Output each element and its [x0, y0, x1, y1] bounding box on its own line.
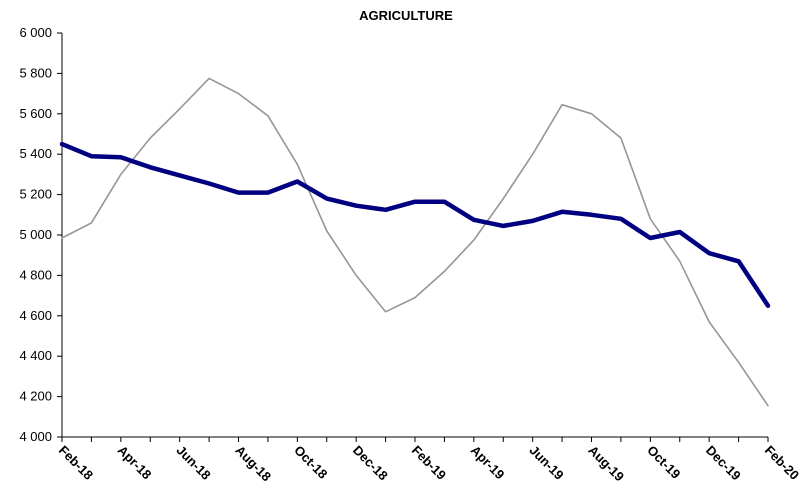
y-tick-label: 5 600: [19, 106, 52, 121]
x-tick-label: Jun-19: [527, 443, 567, 483]
y-axis-ticks: 4 000 4 200 4 400 4 600 4 800 5 000 5 200 5 400…: [19, 25, 62, 444]
x-tick-label: Apr-18: [115, 443, 155, 483]
x-tick-label: Dec-19: [703, 443, 744, 484]
y-tick-label: 4 400: [19, 348, 52, 363]
y-tick-label: 5 800: [19, 65, 52, 80]
x-tick-label: Dec-18: [350, 443, 391, 484]
x-tick-label: Jun-18: [174, 443, 214, 483]
x-tick-label: Apr-19: [468, 443, 508, 483]
x-tick-label: Feb-18: [56, 443, 96, 483]
series-line-1: [59, 141, 771, 308]
y-tick-label: 5 200: [19, 187, 52, 202]
y-tick-label: 4 600: [19, 308, 52, 323]
chart-title: AGRICULTURE: [359, 8, 453, 23]
y-tick-label: 4 000: [19, 429, 52, 444]
x-tick-label: Oct-18: [291, 443, 330, 482]
x-tick-label: Aug-19: [585, 443, 627, 485]
y-tick-label: 4 800: [19, 267, 52, 282]
x-axis-ticks: Feb-18 Apr-18 Jun-18 Aug-18 Oct-18 Dec-18 Feb-…: [56, 437, 802, 484]
y-tick-label: 6 000: [19, 25, 52, 40]
series-line-2: [61, 77, 769, 407]
y-tick-label: 4 200: [19, 389, 52, 404]
x-tick-label: Oct-19: [644, 443, 683, 482]
y-tick-label: 5 400: [19, 146, 52, 161]
y-tick-label: 5 000: [19, 227, 52, 242]
x-tick-label: Aug-18: [232, 443, 274, 485]
x-tick-label: Feb-19: [409, 443, 449, 483]
x-tick-label: Feb-20: [762, 443, 802, 483]
series-lines: [59, 77, 771, 407]
